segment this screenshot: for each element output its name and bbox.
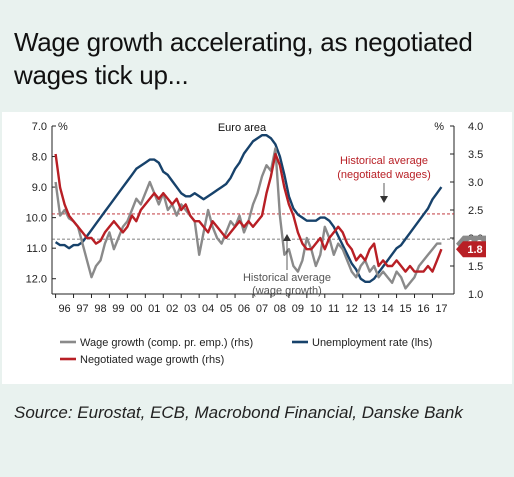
x-tick-label: 99 (112, 303, 124, 315)
right-tick-label: 3.5 (468, 149, 483, 161)
left-tick-label: 7.0 (32, 121, 47, 133)
annotation-wage-line2: (wage growth) (252, 285, 322, 297)
left-tick-label: 9.0 (32, 182, 47, 194)
x-tick-label: 03 (184, 303, 196, 315)
right-tick-label: 3.0 (468, 177, 483, 189)
x-tick-label: 07 (256, 303, 268, 315)
x-tick-label: 13 (364, 303, 376, 315)
end-value-tag (456, 241, 486, 258)
chart-title: Euro area (218, 122, 267, 134)
source-note: Source: Eurostat, ECB, Macrobond Financi… (14, 403, 463, 422)
x-tick-label: 96 (58, 303, 70, 315)
left-tick-label: 12.0 (26, 274, 47, 286)
page-title: Wage growth accelerating, as negotiated … (14, 27, 473, 90)
x-tick-label: 01 (148, 303, 160, 315)
x-tick-label: 14 (381, 303, 393, 315)
annotation-wage-arrowhead (283, 234, 291, 241)
x-tick-label: 04 (202, 303, 214, 315)
left-tick-label: 10.0 (26, 213, 47, 225)
right-axis-unit: % (434, 121, 444, 133)
x-tick-label: 15 (399, 303, 411, 315)
x-tick-label: 16 (417, 303, 429, 315)
x-tick-label: 12 (346, 303, 358, 315)
x-tick-label: 05 (220, 303, 232, 315)
right-tick-label: 4.0 (468, 121, 483, 133)
x-tick-label: 10 (310, 303, 322, 315)
x-tick-label: 08 (274, 303, 286, 315)
x-tick-label: 97 (76, 303, 88, 315)
x-tick-label: 17 (435, 303, 447, 315)
legend-label: Wage growth (comp. pr. emp.) (rhs) (80, 337, 253, 349)
line-chart: 7.08.09.010.011.012.0%1.01.52.02.53.03.5… (26, 121, 486, 366)
end-value-label: 1.8 (467, 244, 482, 256)
annotation-negotiated-arrowhead (380, 196, 388, 203)
left-tick-label: 11.0 (26, 243, 47, 255)
legend-label: Unemployment rate (lhs) (312, 337, 432, 349)
legend-label: Negotiated wage growth (rhs) (80, 354, 224, 366)
annotation-negotiated-line1: Historical average (340, 155, 428, 167)
annotation-negotiated-line2: (negotiated wages) (337, 169, 431, 181)
x-tick-label: 09 (292, 303, 304, 315)
x-tick-label: 06 (238, 303, 250, 315)
chart-panel: 7.08.09.010.011.012.0%1.01.52.02.53.03.5… (2, 112, 512, 384)
x-tick-label: 98 (94, 303, 106, 315)
x-tick-label: 00 (130, 303, 142, 315)
series-line-2 (54, 152, 443, 273)
annotation-wage-line1: Historical average (243, 272, 331, 284)
left-tick-label: 8.0 (32, 152, 47, 164)
right-tick-label: 1.5 (468, 261, 483, 273)
x-tick-label: 02 (166, 303, 178, 315)
x-tick-label: 11 (328, 303, 339, 315)
right-tick-label: 1.0 (468, 289, 483, 301)
right-tick-label: 2.5 (468, 205, 483, 217)
left-axis-unit: % (58, 121, 68, 133)
